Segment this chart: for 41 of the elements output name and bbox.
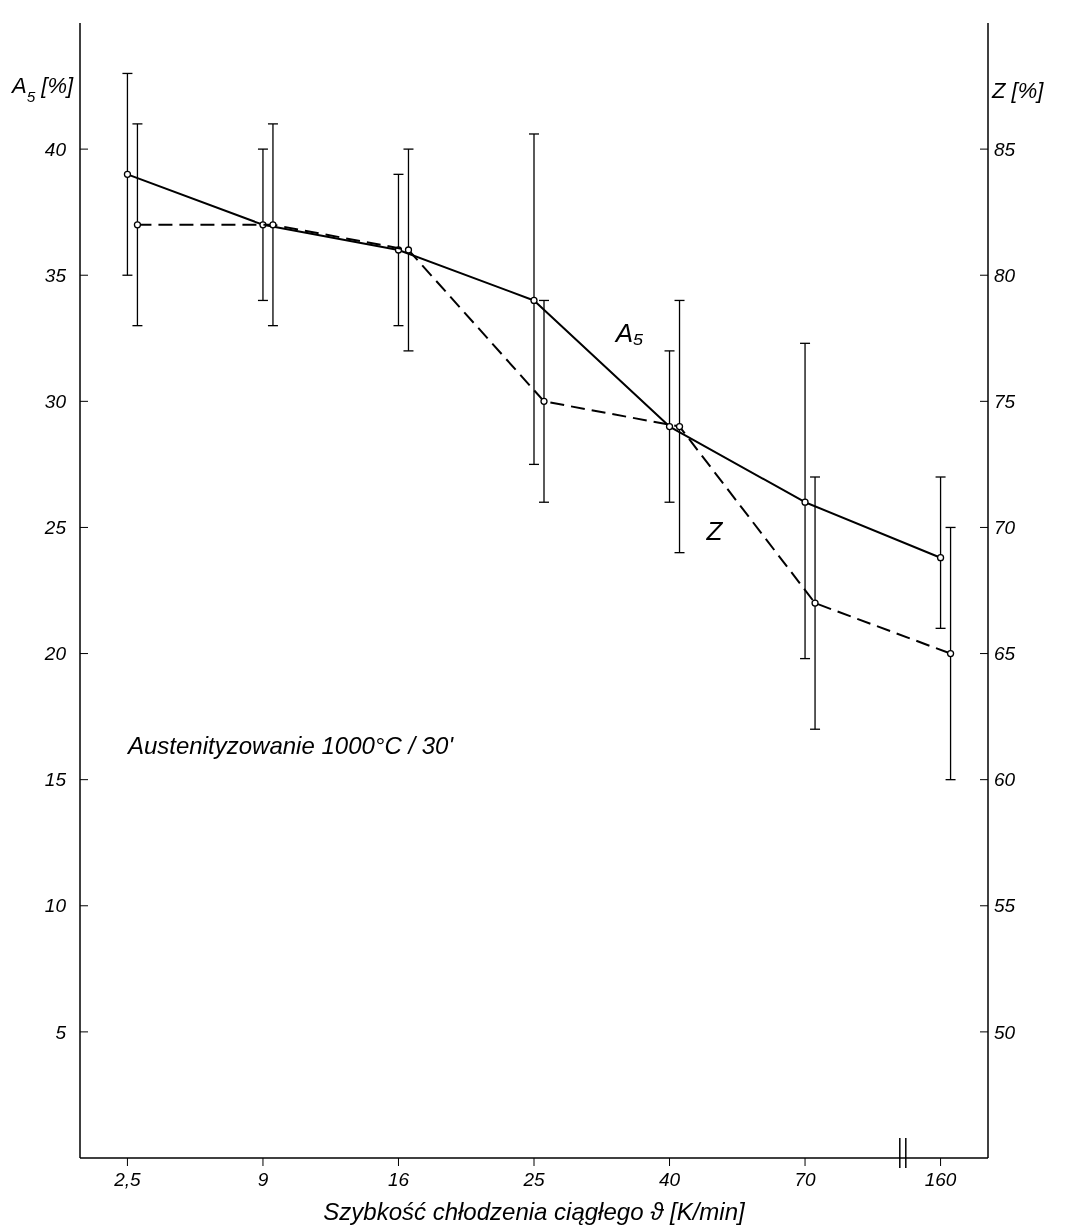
x-tick-label: 9 bbox=[257, 1169, 269, 1190]
y2-axis-title: Z [%] bbox=[991, 78, 1045, 103]
x-axis-title: Szybkość chłodzenia ciągłego ϑ [K/min] bbox=[323, 1198, 747, 1225]
y2-tick-label: 50 bbox=[994, 1021, 1016, 1043]
y-tick-label: 25 bbox=[43, 517, 67, 539]
point bbox=[540, 397, 548, 405]
x-tick-label: 70 bbox=[794, 1169, 817, 1190]
x-tick-label: 25 bbox=[522, 1169, 545, 1190]
point bbox=[675, 422, 684, 431]
x-tick-label: 2,5 bbox=[113, 1169, 142, 1190]
y2-tick-label: 75 bbox=[994, 390, 1016, 412]
y-tick-label: 10 bbox=[44, 895, 67, 917]
point bbox=[123, 170, 132, 178]
point bbox=[133, 221, 142, 229]
point bbox=[946, 649, 955, 658]
y-tick-label: 15 bbox=[44, 769, 67, 791]
point bbox=[936, 554, 945, 562]
y-tick-label: 30 bbox=[44, 390, 67, 412]
point bbox=[811, 599, 819, 607]
y2-tick-label: 80 bbox=[994, 264, 1016, 286]
point bbox=[530, 296, 538, 305]
point bbox=[269, 221, 277, 229]
point bbox=[801, 498, 809, 506]
series-label: A₅ bbox=[613, 317, 645, 348]
x-tick-label: 16 bbox=[387, 1169, 410, 1190]
y2-tick-label: 85 bbox=[994, 138, 1016, 160]
x-tick-label: 160 bbox=[924, 1169, 957, 1190]
series-label: Z bbox=[705, 516, 724, 547]
x-tick-label: 40 bbox=[658, 1169, 681, 1190]
y2-tick-label: 55 bbox=[994, 895, 1016, 917]
y-tick-label: 35 bbox=[44, 264, 67, 286]
y-tick-label: 40 bbox=[44, 138, 67, 160]
y2-tick-label: 65 bbox=[994, 643, 1016, 665]
y2-tick-label: 60 bbox=[994, 769, 1016, 791]
y-tick-label: 5 bbox=[55, 1021, 67, 1043]
y-tick-label: 20 bbox=[43, 643, 67, 665]
annotation: Austenityzowanie 1000°C / 30' bbox=[126, 732, 455, 760]
point bbox=[404, 246, 413, 254]
y-axis-title: A$_{5}$ [%] bbox=[10, 73, 75, 105]
y2-tick-label: 70 bbox=[994, 517, 1016, 539]
point bbox=[665, 422, 674, 431]
